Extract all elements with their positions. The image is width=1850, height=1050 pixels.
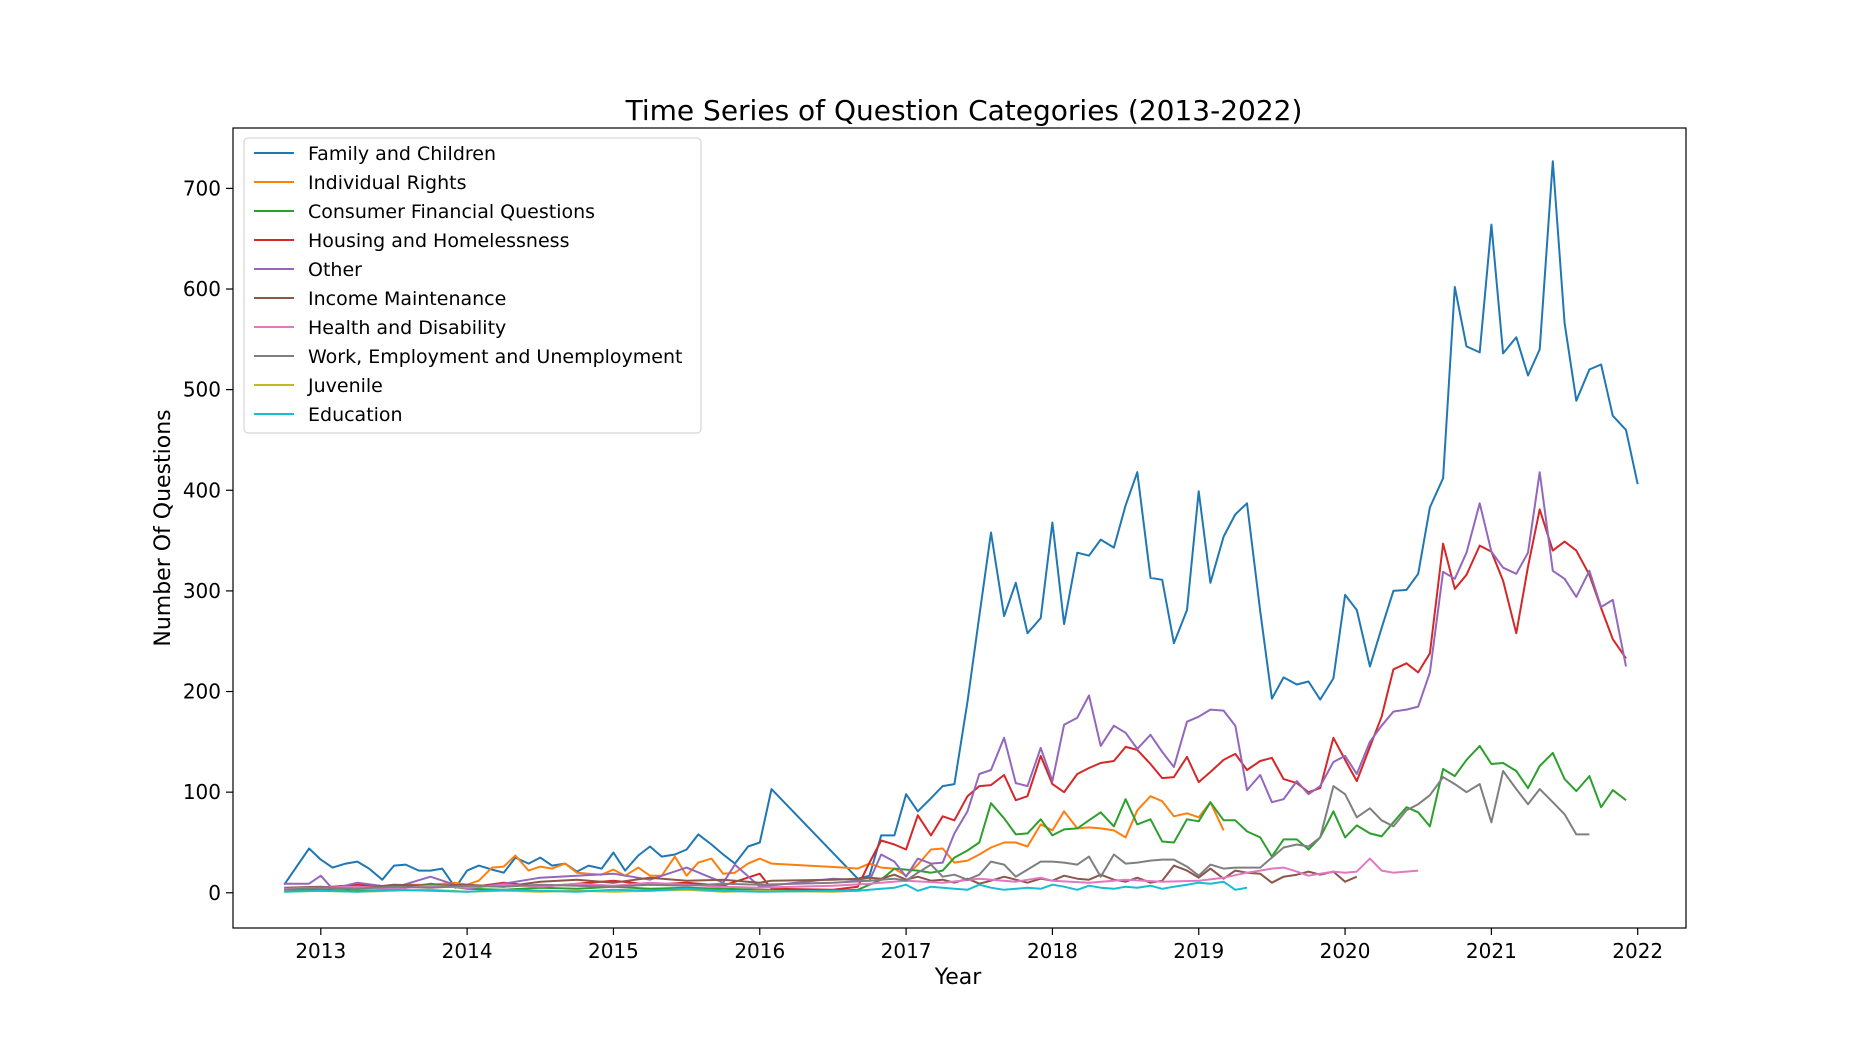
series-line-1 — [283, 160, 1639, 889]
series-line-6 — [284, 864, 1358, 890]
y-tick-label: 500 — [183, 378, 221, 402]
legend-label: Consumer Financial Questions — [308, 201, 595, 223]
x-tick-label: 2018 — [1027, 939, 1078, 963]
x-axis-ticks: 2013 2014 2015 2016 2017 2018 2019 2020 2021 2022 — [295, 928, 1663, 963]
series-line-2 — [284, 795, 1225, 890]
series-line-7 — [284, 857, 1419, 890]
legend-label: Other — [308, 259, 362, 281]
y-tick-label: 600 — [183, 277, 221, 301]
y-tick-label: 400 — [183, 478, 221, 502]
series-layer — [283, 160, 1639, 893]
x-axis-label: Year — [934, 965, 983, 990]
legend-label: Juvenile — [307, 375, 383, 397]
x-tick-label: 2014 — [442, 939, 493, 963]
legend-label: Income Maintenance — [308, 288, 506, 310]
y-axis-ticks: 0 100 200 300 400 500 600 700 — [183, 176, 233, 905]
legend-label: Individual Rights — [308, 172, 467, 194]
x-tick-label: 2017 — [881, 939, 932, 963]
legend-label: Family and Children — [308, 143, 496, 165]
series-line-4 — [284, 508, 1627, 891]
series-line-5 — [284, 471, 1627, 890]
y-tick-label: 300 — [183, 579, 221, 603]
y-tick-label: 700 — [183, 176, 221, 200]
legend-label: Work, Employment and Unemployment — [308, 346, 682, 368]
x-tick-label: 2013 — [295, 939, 346, 963]
legend: Family and Children Individual Rights Cons… — [243, 137, 702, 434]
x-tick-label: 2015 — [588, 939, 639, 963]
x-tick-label: 2020 — [1320, 939, 1371, 963]
plot-area-frame — [232, 127, 1687, 929]
y-axis-label: Number Of Questions — [151, 409, 176, 646]
x-tick-label: 2016 — [734, 939, 785, 963]
x-tick-label: 2021 — [1466, 939, 1517, 963]
legend-label: Education — [308, 404, 403, 426]
legend-label: Health and Disability — [308, 317, 506, 339]
legend-frame — [243, 137, 702, 434]
series-line-8 — [284, 770, 1590, 891]
chart-title: Time Series of Question Categories (2013… — [625, 94, 1303, 127]
series-line-10 — [284, 880, 1248, 893]
y-tick-label: 0 — [208, 881, 221, 905]
x-tick-label: 2019 — [1173, 939, 1224, 963]
y-tick-label: 200 — [183, 680, 221, 704]
x-tick-label: 2022 — [1612, 939, 1663, 963]
legend-label: Housing and Homelessness — [308, 230, 569, 252]
y-tick-label: 100 — [183, 780, 221, 804]
